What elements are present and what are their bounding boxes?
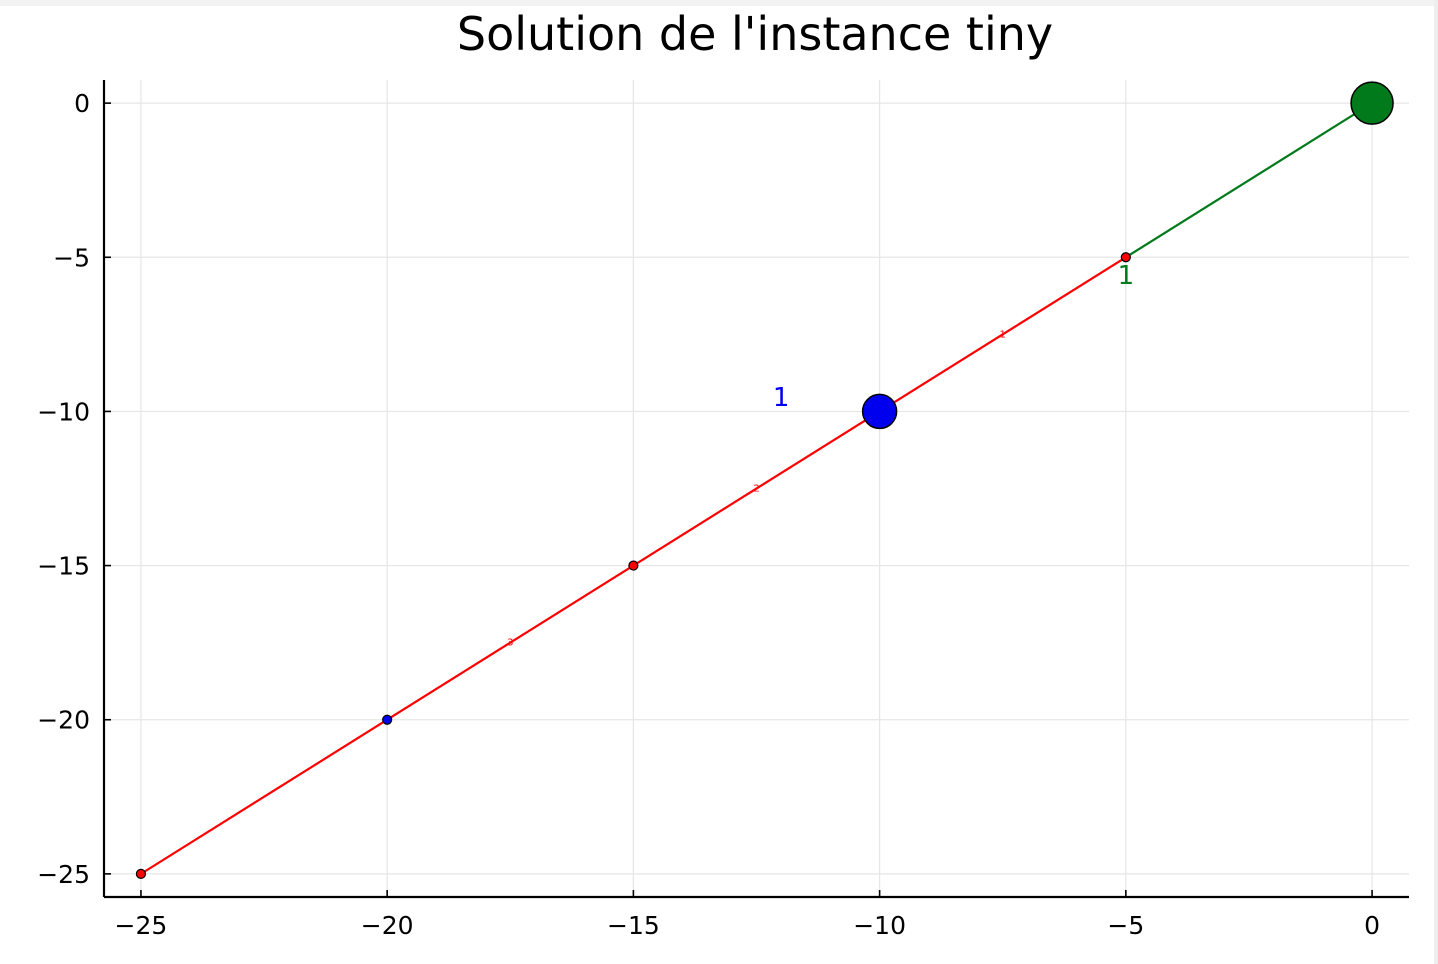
axes-layer: −25 −20 −15 −10 −5 0 0 −5 −10 −15 −20 −25 (37, 80, 1409, 940)
x-tick-label: −15 (607, 911, 660, 940)
y-tick-label: −20 (37, 706, 90, 735)
route-segment (139, 718, 389, 875)
x-tick-label: −10 (853, 911, 906, 940)
right-border-strip (1434, 0, 1438, 964)
customer-node (382, 714, 393, 725)
route-segment (1124, 102, 1374, 259)
route-segment (878, 256, 1127, 413)
y-tick-label: −5 (53, 243, 90, 272)
y-tick-label: −25 (37, 860, 90, 889)
x-tick-label: −25 (115, 911, 168, 940)
y-tick-label: 0 (74, 89, 90, 118)
node-label: 1 (773, 383, 790, 413)
route-edges (139, 102, 1374, 875)
node-label: 1 (1118, 261, 1135, 291)
top-border-strip (0, 0, 1438, 6)
customer-node (1120, 252, 1131, 263)
x-tick-label: −20 (361, 911, 414, 940)
x-tick-label: −5 (1107, 911, 1144, 940)
facility-node (861, 393, 898, 430)
edge-labels: 1 2 3 (507, 329, 1006, 648)
customer-node (628, 560, 639, 571)
y-tick-label: −10 (37, 397, 90, 426)
x-tick-label: 0 (1364, 911, 1380, 940)
edge-label: 3 (507, 638, 513, 649)
chart-title: Solution de l'instance tiny (457, 7, 1053, 61)
node-labels: 11 (773, 261, 1134, 413)
route-nodes (135, 81, 1394, 879)
edge-label: 1 (1000, 329, 1006, 340)
route-segment (386, 564, 635, 721)
grid-layer (104, 80, 1409, 897)
route-segment (632, 410, 881, 567)
depot-node (1350, 81, 1394, 125)
customer-node (135, 868, 147, 879)
edge-label: 2 (753, 484, 759, 495)
y-tick-label: −15 (37, 552, 90, 581)
